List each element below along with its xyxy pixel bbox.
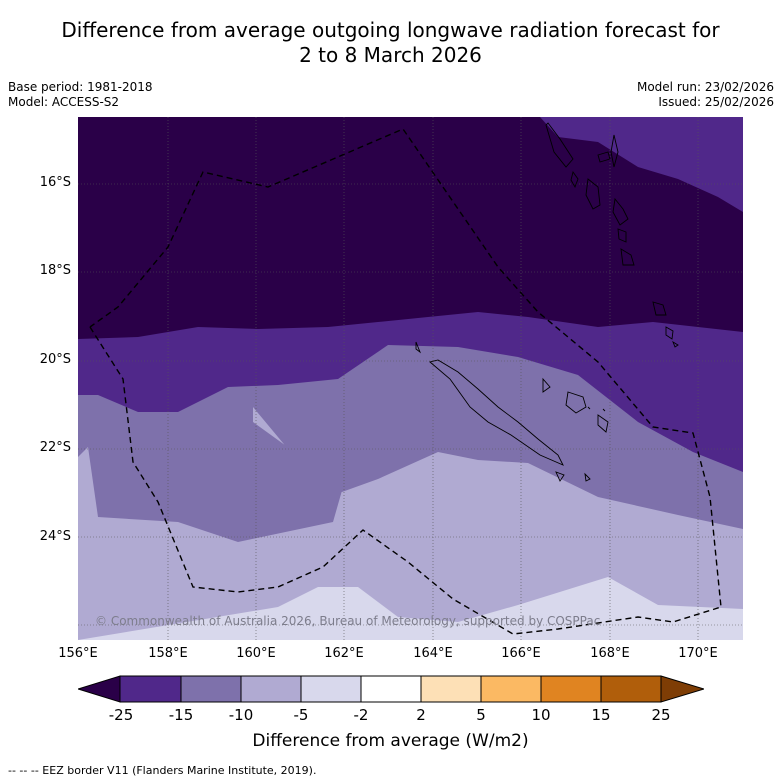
lat-label-18s: 18°S <box>39 263 71 278</box>
tick-label: 10 <box>531 706 551 724</box>
lon-label-170e: 170°E <box>678 646 718 661</box>
band-darkest <box>78 117 743 339</box>
lon-label-164e: 164°E <box>413 646 453 661</box>
lat-label-22s: 22°S <box>39 440 71 455</box>
colorbar-seg-8 <box>540 675 602 703</box>
tick-label: 2 <box>416 706 426 724</box>
model-name: Model: ACCESS-S2 <box>8 95 120 109</box>
meta-left: Base period: 1981-2018 Model: ACCESS-S2 <box>8 80 153 110</box>
tick-label: 5 <box>476 706 486 724</box>
lat-label-24s: 24°S <box>39 529 71 544</box>
colorbar-seg-2 <box>180 675 242 703</box>
eez-border <box>89 128 722 635</box>
tick-label: -15 <box>168 706 194 724</box>
tick-label: -5 <box>293 706 309 724</box>
map-panel[interactable] <box>78 117 743 640</box>
base-period: Base period: 1981-2018 <box>8 80 153 94</box>
tick-label: -25 <box>108 706 134 724</box>
tick-label: -2 <box>353 706 369 724</box>
colorbar-seg-6 <box>420 675 482 703</box>
lon-label-168e: 168°E <box>590 646 630 661</box>
colorbar-seg-7 <box>480 675 542 703</box>
colorbar-label: Difference from average (W/m2) <box>252 731 529 751</box>
tick-label: 25 <box>651 706 671 724</box>
chart-title: Difference from average outgoing longwav… <box>0 18 781 68</box>
graticule <box>78 117 743 640</box>
lon-label-162e: 162°E <box>324 646 364 661</box>
tick-label: 15 <box>591 706 611 724</box>
colorbar-extend-low <box>78 675 121 703</box>
copyright-notice: © Commonwealth of Australia 2026, Bureau… <box>95 614 601 628</box>
title-line-2: 2 to 8 March 2026 <box>299 43 482 67</box>
lon-label-166e: 166°E <box>501 646 541 661</box>
model-run: Model run: 23/02/2026 <box>636 80 774 94</box>
new-caledonia <box>415 341 609 482</box>
issued-date: Issued: 25/02/2026 <box>658 95 774 109</box>
colorbar-seg-9 <box>600 675 662 703</box>
vanuatu-islands <box>545 122 679 348</box>
colorbar-seg-5 <box>360 675 422 703</box>
colorbar <box>78 675 704 703</box>
lon-label-160e: 160°E <box>236 646 276 661</box>
eez-footnote: -- -- -- EEZ border V11 (Flanders Marine… <box>8 764 317 777</box>
colorbar-extend-high <box>660 675 704 703</box>
title-line-1: Difference from average outgoing longwav… <box>61 18 720 42</box>
meta-right: Model run: 23/02/2026 Issued: 25/02/2026 <box>637 80 774 110</box>
colorbar-seg-3 <box>240 675 302 703</box>
lon-label-156e: 156°E <box>58 646 98 661</box>
colorbar-seg-4 <box>300 675 362 703</box>
lat-label-16s: 16°S <box>39 175 71 190</box>
lon-label-158e: 158°E <box>148 646 188 661</box>
tick-label: -10 <box>228 706 254 724</box>
lat-label-20s: 20°S <box>39 352 71 367</box>
map-svg <box>78 117 743 640</box>
colorbar-seg-1 <box>119 675 182 703</box>
